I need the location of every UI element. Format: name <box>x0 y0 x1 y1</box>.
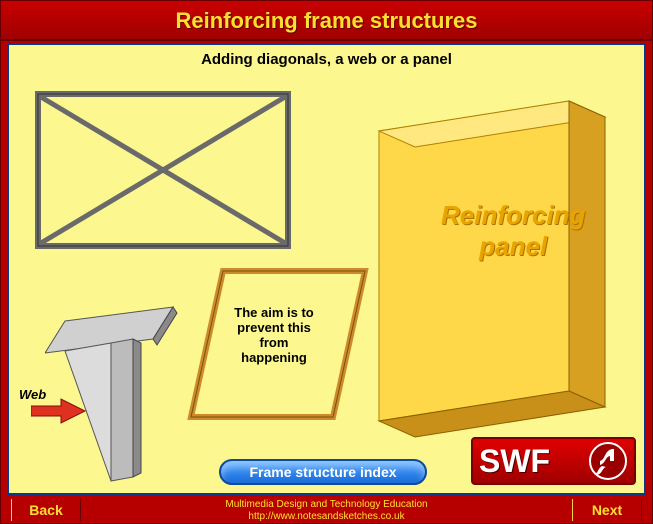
panel-label-l1: Reinforcing <box>441 200 585 231</box>
footer-l1: Multimedia Design and Technology Educati… <box>101 499 552 511</box>
reinforcing-panel-diagram <box>369 91 629 451</box>
note-l1: The aim is to <box>209 305 339 320</box>
title-bar: Reinforcing frame structures <box>1 1 652 41</box>
note-l4: happening <box>209 350 339 365</box>
back-button[interactable]: Back <box>11 499 81 521</box>
frame-index-button[interactable]: Frame structure index <box>219 459 427 485</box>
panel-label: Reinforcing panel <box>441 200 585 262</box>
flash-icon <box>588 441 628 481</box>
content-area: Adding diagonals, a web or a panel Reinf… <box>7 43 646 495</box>
failure-note: The aim is to prevent this from happenin… <box>209 305 339 365</box>
panel-label-l2: panel <box>441 231 585 262</box>
stage: Reinforcing frame structures Adding diag… <box>0 0 653 524</box>
next-button[interactable]: Next <box>572 499 642 521</box>
note-l3: from <box>209 335 339 350</box>
page-title: Reinforcing frame structures <box>176 8 478 33</box>
cross-frame-diagram <box>35 91 291 249</box>
footer: Multimedia Design and Technology Educati… <box>101 499 552 523</box>
swf-label: SWF <box>479 443 588 480</box>
web-bracket-diagram <box>45 303 195 487</box>
note-l2: prevent this <box>209 320 339 335</box>
frame-index-label: Frame structure index <box>249 464 396 480</box>
arrow-icon <box>31 397 91 427</box>
swf-badge: SWF <box>471 437 636 485</box>
footer-l2: http://www.notesandsketches.co.uk <box>101 511 552 523</box>
back-label: Back <box>29 502 62 518</box>
subtitle: Adding diagonals, a web or a panel <box>9 51 644 68</box>
next-label: Next <box>592 502 622 518</box>
bottom-bar: Back Multimedia Design and Technology Ed… <box>1 497 652 523</box>
